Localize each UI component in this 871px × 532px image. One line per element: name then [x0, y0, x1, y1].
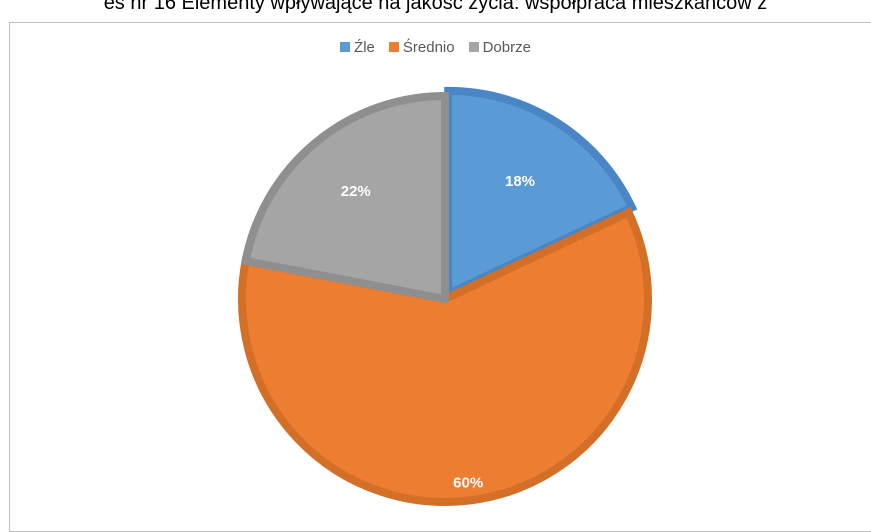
- data-label-dobrze: 22%: [341, 183, 371, 200]
- legend-item-srednio: Średnio: [388, 38, 455, 56]
- legend-swatch-dobrze: [468, 42, 479, 52]
- legend-swatch-srednio: [388, 42, 399, 52]
- slice-srednio: [238, 207, 652, 506]
- legend-item-zle: Źle: [340, 39, 375, 56]
- chart-title: es nr 16 Elementy wpływające na jakość ż…: [103, 0, 768, 14]
- legend-label-dobrze: Dobrze: [482, 38, 531, 56]
- legend-item-dobrze: Dobrze: [468, 38, 531, 56]
- legend-label-srednio: Średnio: [402, 38, 455, 56]
- legend-swatch-zle: [340, 42, 351, 52]
- slice-dobrze: [240, 91, 449, 304]
- legend-label-zle: Źle: [354, 38, 375, 56]
- legend: Źle Średnio Dobrze: [0, 36, 871, 58]
- data-label-srednio: 60%: [453, 475, 483, 492]
- slice-zle: [444, 86, 638, 301]
- data-label-zle: 18%: [505, 173, 535, 190]
